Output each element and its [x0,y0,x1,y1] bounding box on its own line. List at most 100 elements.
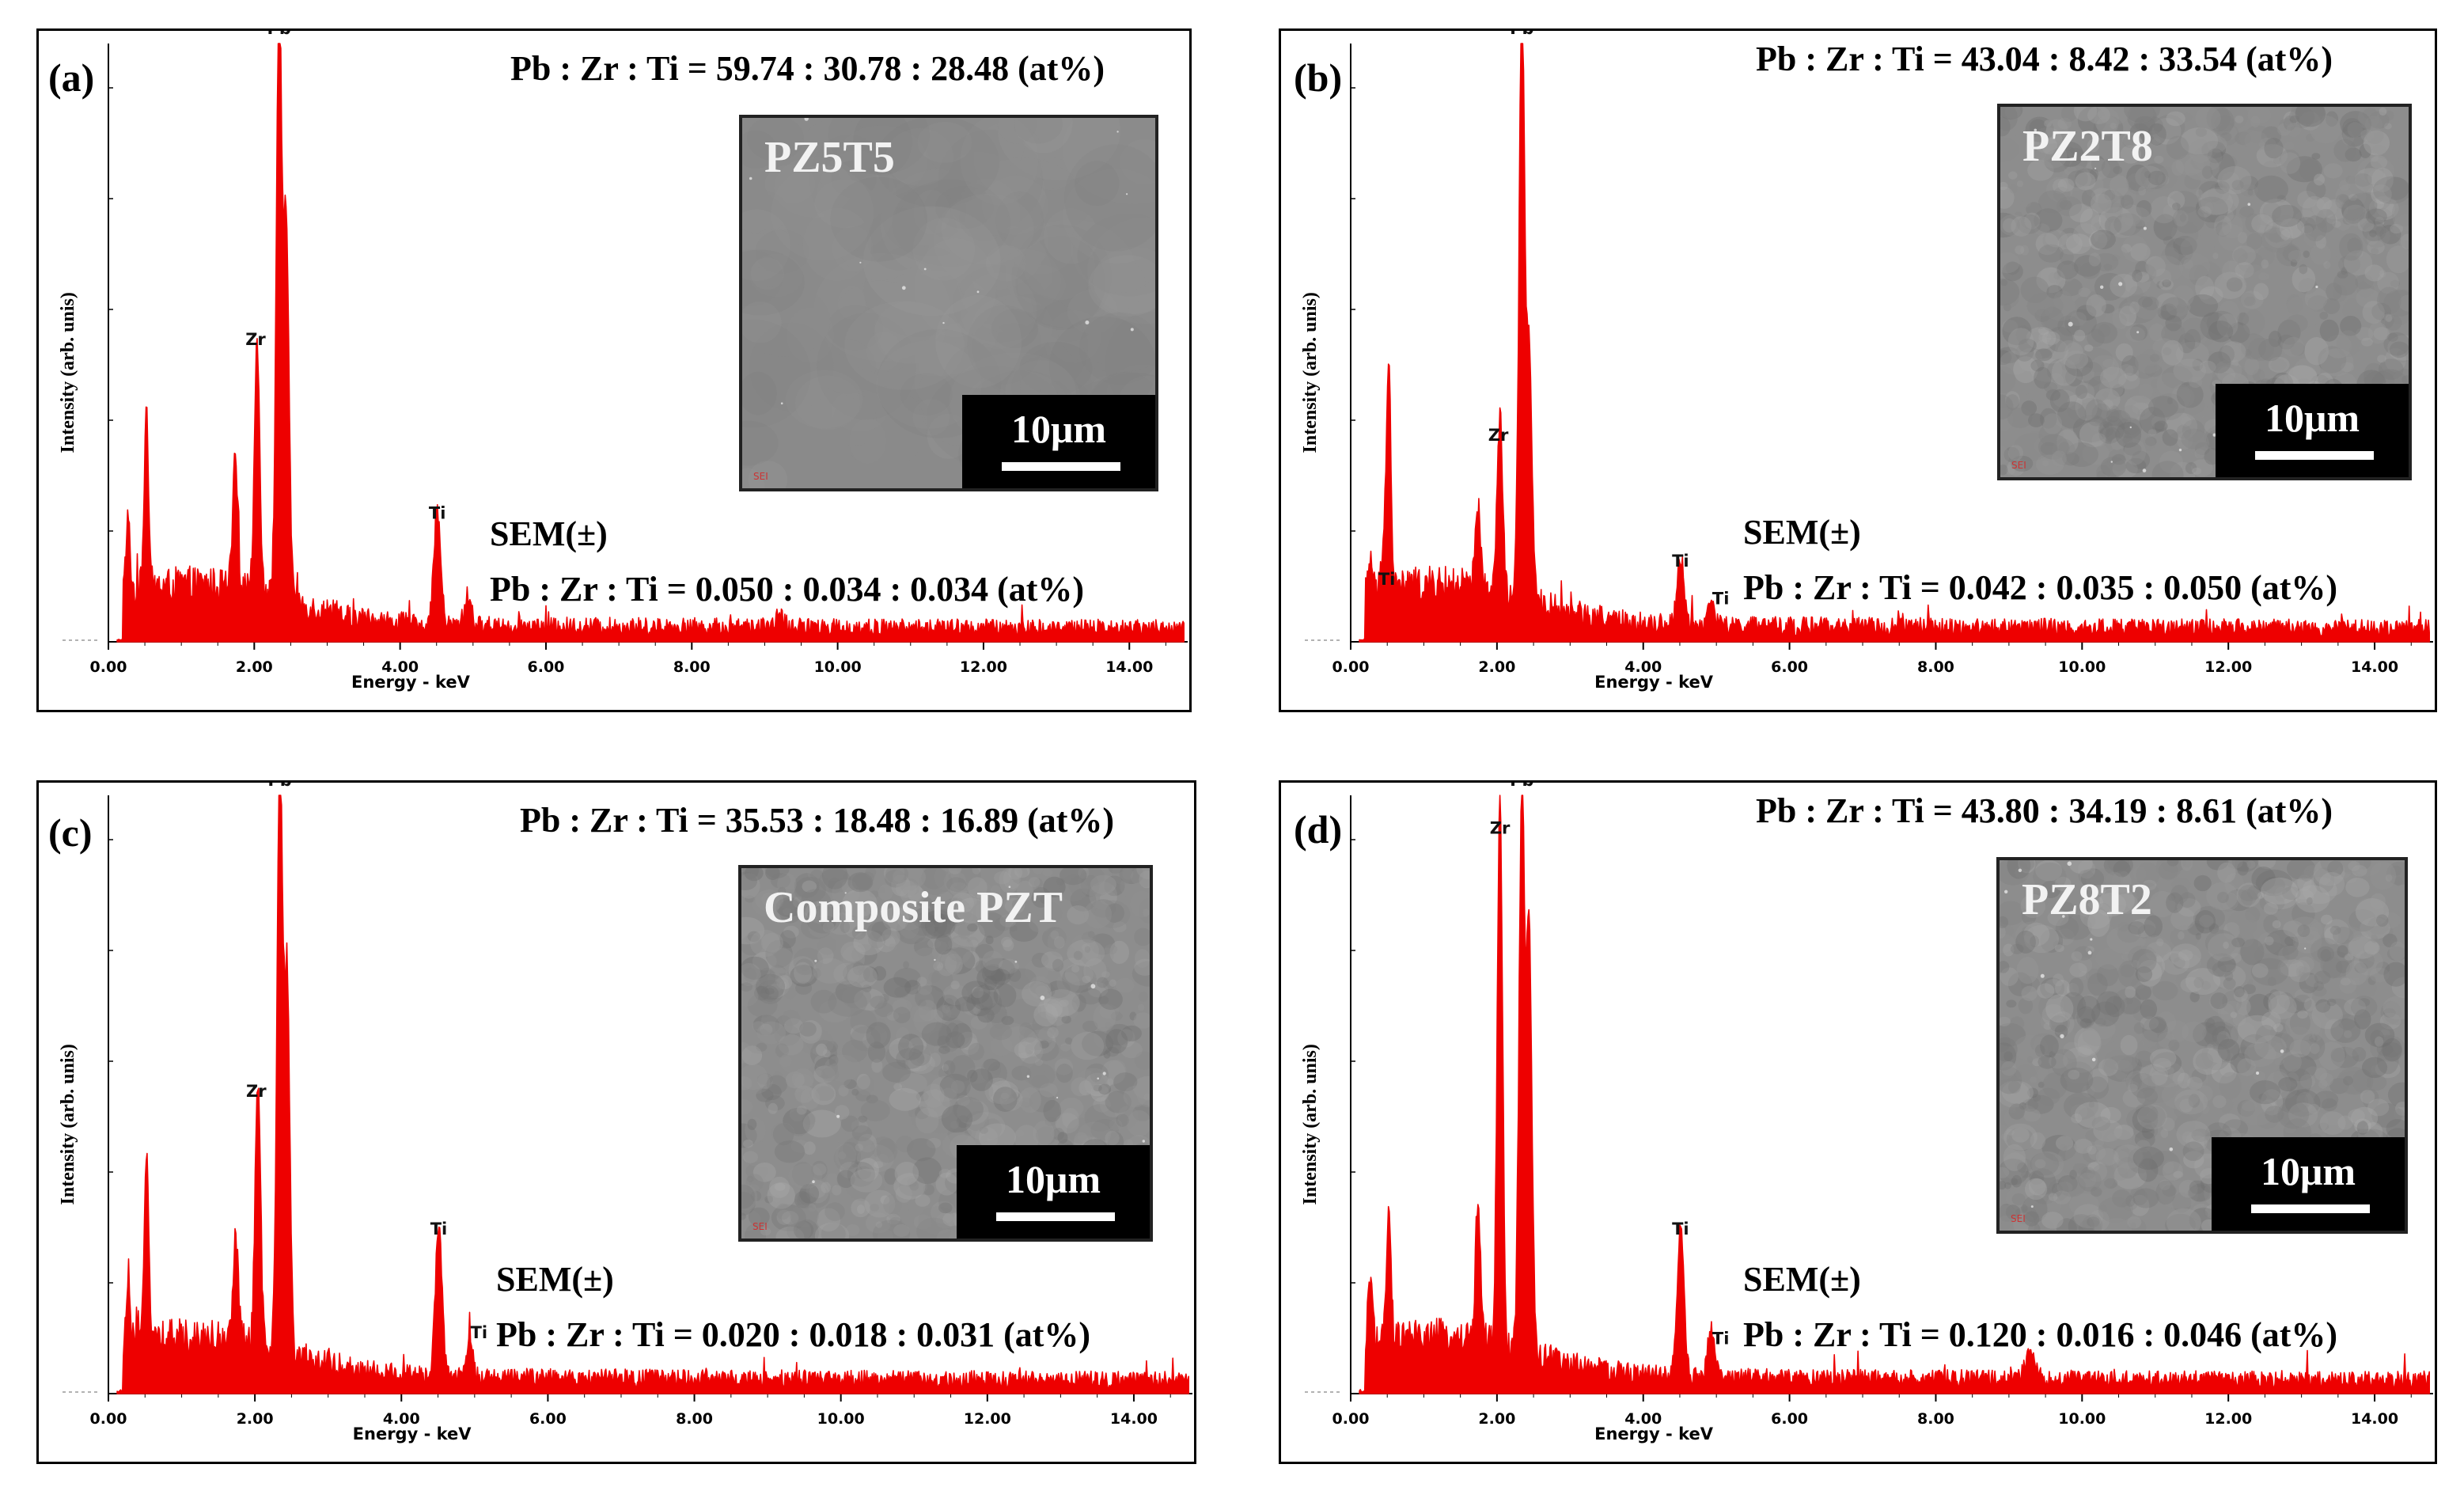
sem-grain [2237,1015,2277,1044]
sem-grain [1087,217,1155,324]
peak-label: Pb [1510,31,1533,38]
sem-grain [1094,900,1131,928]
sem-grain [857,1204,865,1214]
sem-grain [2136,1104,2150,1116]
sem-grain [2324,1019,2344,1041]
sem-grain [1087,947,1095,955]
sem-grain [2040,929,2064,953]
sem-grain [742,130,777,169]
sem-grain [2297,1010,2308,1019]
sem-grain [886,1011,899,1021]
sem-grain [2370,152,2379,162]
sem-grain [976,893,987,901]
sem-grain [2037,321,2045,329]
sem-grain [2364,1022,2395,1048]
sem-grain [2105,871,2124,890]
sem-grain [2376,1047,2399,1075]
sem-grain [2029,119,2047,135]
sem-grain [2087,909,2110,937]
sem-grain [2244,358,2260,375]
sem-grain [2160,297,2189,323]
sem-grain [2006,1127,2034,1151]
sem-grain [2380,1000,2402,1025]
sem-grain [2049,1015,2068,1033]
sem-grain [1014,118,1073,154]
sem-grain [2134,264,2157,283]
sem-grain [2075,385,2088,400]
sem-grain [1015,235,1106,330]
sem-grain [2062,452,2079,466]
sem-grain [2370,250,2398,271]
sem-grain [939,151,1020,227]
sem-grain [2337,330,2360,358]
sem-speck [2212,433,2216,437]
sem-grain [2101,991,2128,1015]
sem-grain [899,1037,909,1048]
sem-grain [2284,1011,2322,1041]
sem-grain [924,913,956,938]
sem-grain [2385,110,2394,121]
sem-speck [2090,938,2093,941]
sem-grain [2159,1179,2171,1190]
sem-grain [2046,1196,2062,1213]
sem-grain [2272,204,2303,227]
sem-grain [2082,1214,2103,1231]
sem-speck [836,1114,840,1118]
sem-grain [2363,130,2390,156]
sem-grain [2024,893,2049,910]
sem-grain [2378,358,2404,380]
sem-grain [2246,860,2256,869]
sem-grain [2189,1180,2205,1194]
sem-grain [2195,189,2203,197]
sem-grain [2348,861,2360,871]
sem-grain [2162,1117,2175,1132]
composition-ratio: Pb : Zr : Ti = 59.74 : 30.78 : 28.48 (at… [510,49,1105,88]
sem-grain [805,901,833,924]
sem-grain [744,868,764,882]
sem-grain [809,135,889,226]
sem-grain [2151,1070,2168,1086]
sem-grain [2054,944,2064,953]
sem-grain [2121,302,2137,315]
sem-grain [2335,194,2351,210]
sem-grain [2099,886,2135,915]
x-tick-label: 2.00 [1478,1410,1515,1428]
sem-grain [2015,921,2049,948]
sem-grain [2383,1007,2396,1018]
sem-grain [774,1182,786,1191]
sem-grain [1082,256,1146,312]
x-tick-label: 14.00 [2351,658,2398,676]
x-tick-label: 2.00 [1478,658,1515,676]
sem-grain [811,1160,828,1180]
sem-grain [849,418,887,464]
sem-grain [2027,1087,2038,1098]
sem-grain [758,967,776,987]
sem-grain [1071,994,1086,1012]
x-tick-label: 12.00 [960,658,1007,676]
sem-grain [795,981,813,995]
sem-grain [966,936,979,946]
sem-grain [843,945,865,973]
sem-grain [2054,1024,2068,1038]
sem-grain [2068,1069,2080,1079]
sem-grain [2353,173,2372,187]
sem-grain [2185,462,2197,474]
sem-grain [2206,351,2218,360]
sem-grain [973,121,1044,195]
sem-grain [774,1140,806,1163]
sem-grain [2095,948,2124,969]
sem-grain [855,1166,872,1180]
sem-grain [1083,958,1107,984]
sem-grain [2347,167,2356,176]
sem-grain [2011,1136,2025,1147]
sem-grain [2095,892,2127,917]
sem-grain [1143,1093,1150,1101]
sem-grain [2385,314,2393,323]
sem-grain [2019,860,2034,872]
sem-grain [950,1121,959,1129]
sem-grain [2251,963,2269,978]
sem-grain [2352,977,2360,985]
sem-grain [2077,1030,2102,1056]
sem-grain [773,1071,783,1079]
sem-grain [2276,195,2287,203]
